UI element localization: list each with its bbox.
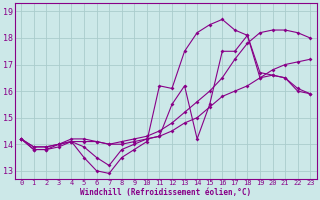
X-axis label: Windchill (Refroidissement éolien,°C): Windchill (Refroidissement éolien,°C) — [80, 188, 251, 197]
